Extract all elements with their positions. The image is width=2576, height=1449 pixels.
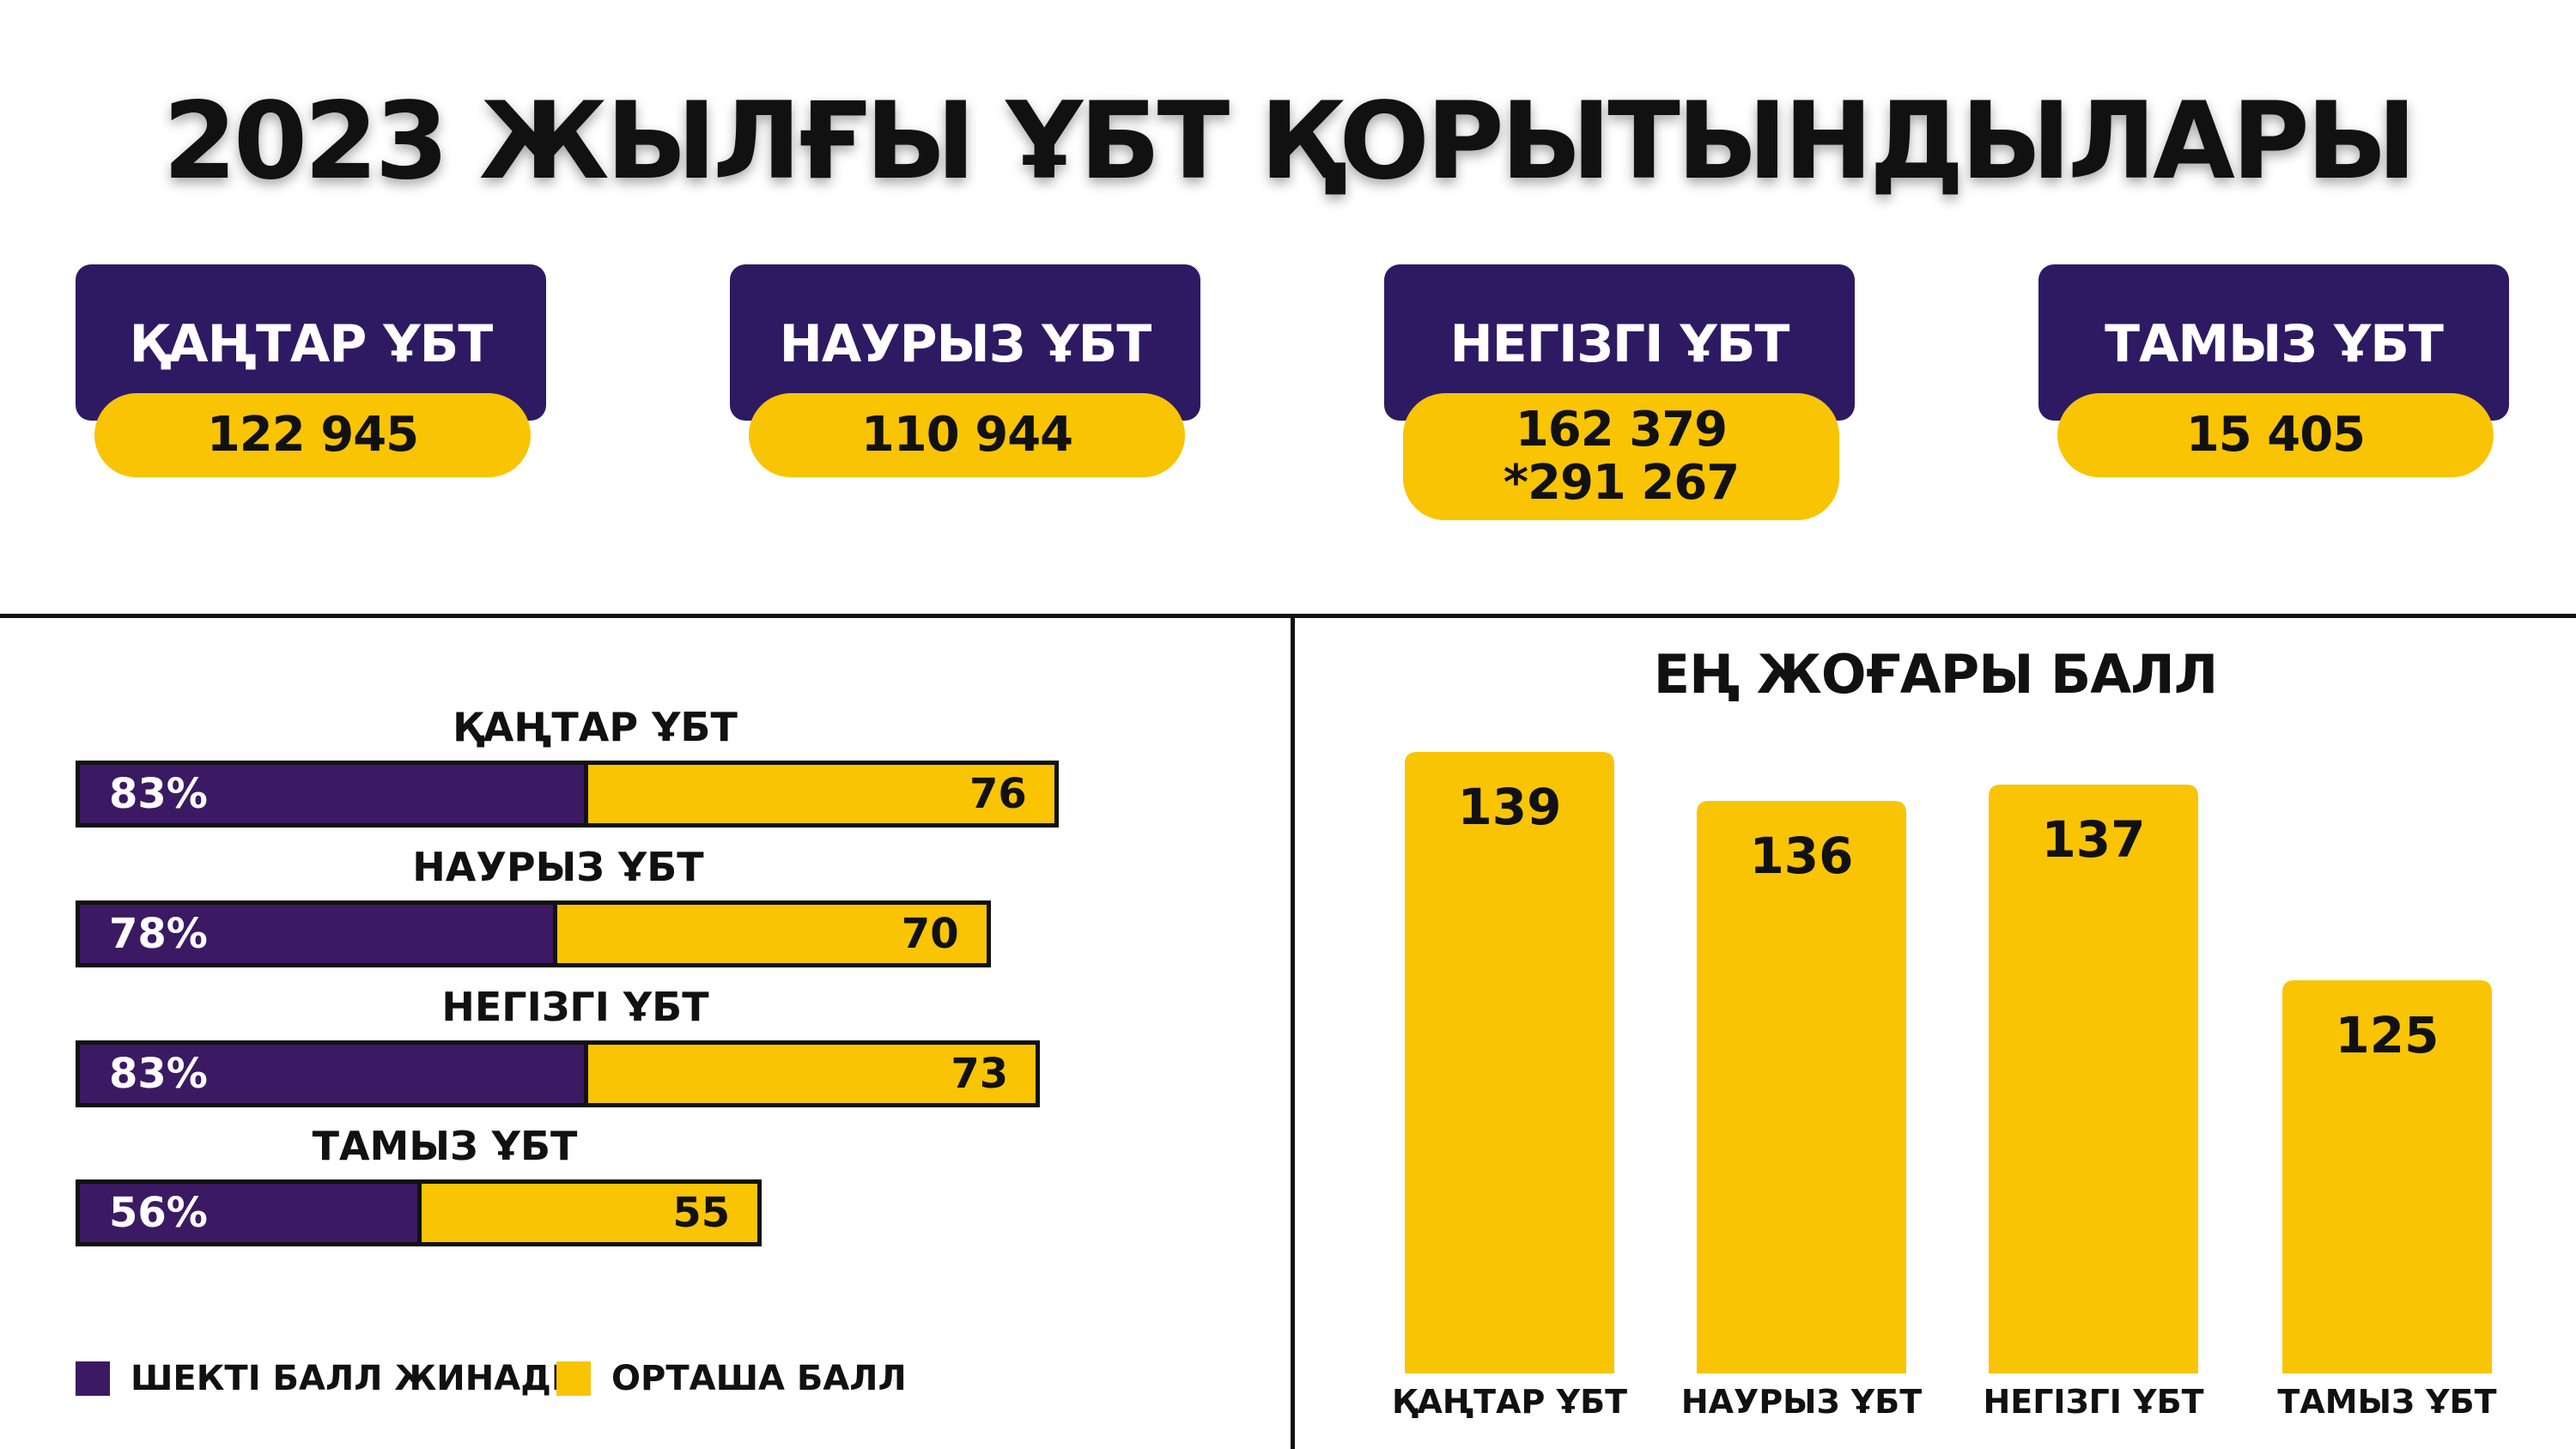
horizontal-divider: [0, 614, 2576, 618]
card-value-line-1: 162 379: [1515, 402, 1728, 458]
x-tick-label: НЕГІЗГІ ҰБТ: [1983, 1383, 2203, 1421]
card-value: 110 944: [749, 393, 1185, 477]
bar-segment-pass: 83%: [80, 765, 589, 823]
bar-segment-pass: 56%: [80, 1184, 422, 1242]
bar-segment-pass: 78%: [80, 905, 558, 963]
bar-category-label: НЕГІЗГІ ҰБТ: [441, 984, 709, 1030]
bar-value-label: 70: [901, 910, 959, 958]
bar-value-label: 83%: [109, 770, 208, 818]
bar-segment-average: 73: [588, 1045, 1036, 1103]
card-value: 122 945: [94, 393, 531, 477]
bar-segment-average: 70: [557, 905, 986, 963]
legend-item-average: ОРТАША БАЛЛ: [556, 1359, 907, 1398]
card-value: 162 379 *291 267: [1403, 393, 1839, 520]
bar-value-label: 125: [2335, 1006, 2439, 1064]
bar-value-label: 139: [1457, 778, 1561, 836]
bar-value-label: 83%: [109, 1050, 208, 1098]
bar: [2282, 980, 2492, 1373]
bar-value-label: 56%: [109, 1189, 208, 1237]
x-tick-label: НАУРЫЗ ҰБТ: [1681, 1383, 1922, 1421]
bar-value-label: 73: [951, 1050, 1009, 1098]
bar-category-label: НАУРЫЗ ҰБТ: [412, 844, 704, 890]
card-value: 15 405: [2057, 393, 2494, 477]
legend-label: ОРТАША БАЛЛ: [611, 1359, 907, 1398]
page-title: 2023 ЖЫЛҒЫ ҰБТ ҚОРЫТЫНДЫЛАРЫ: [162, 80, 2417, 203]
bar-segment-pass: 83%: [80, 1045, 589, 1103]
legend-label: ШЕКТІ БАЛЛ ЖИНАДЫ: [131, 1359, 587, 1398]
x-tick-label: ТАМЫЗ ҰБТ: [2277, 1383, 2496, 1421]
legend-item-pass: ШЕКТІ БАЛЛ ЖИНАДЫ: [76, 1359, 587, 1398]
bar: [1697, 801, 1906, 1373]
bar-segment-average: 55: [422, 1184, 757, 1242]
vertical-divider: [1291, 618, 1295, 1449]
stacked-bar: 83% 76: [76, 761, 1059, 828]
legend-swatch-purple: [76, 1361, 110, 1396]
bar-category-label: ҚАҢТАР ҰБТ: [453, 704, 738, 750]
bar-category-label: ТАМЫЗ ҰБТ: [312, 1123, 578, 1169]
bar: [1989, 785, 2198, 1373]
stacked-bar: 56% 55: [76, 1179, 762, 1246]
bar-value-label: 137: [2041, 810, 2145, 869]
stacked-bar: 83% 73: [76, 1040, 1041, 1107]
x-tick-label: ҚАҢТАР ҰБТ: [1392, 1383, 1627, 1421]
bar-segment-average: 76: [588, 765, 1054, 823]
bar-value-label: 55: [672, 1189, 731, 1237]
chart-title: ЕҢ ЖОҒАРЫ БАЛЛ: [1653, 643, 2219, 706]
card-value-line-2: *291 267: [1503, 455, 1741, 511]
bar-value-label: 76: [969, 770, 1027, 818]
stacked-bar: 78% 70: [76, 900, 991, 967]
bar-value-label: 136: [1749, 827, 1853, 885]
bar-value-label: 78%: [109, 910, 208, 958]
legend-swatch-yellow: [556, 1361, 591, 1396]
bar: [1405, 752, 1614, 1373]
